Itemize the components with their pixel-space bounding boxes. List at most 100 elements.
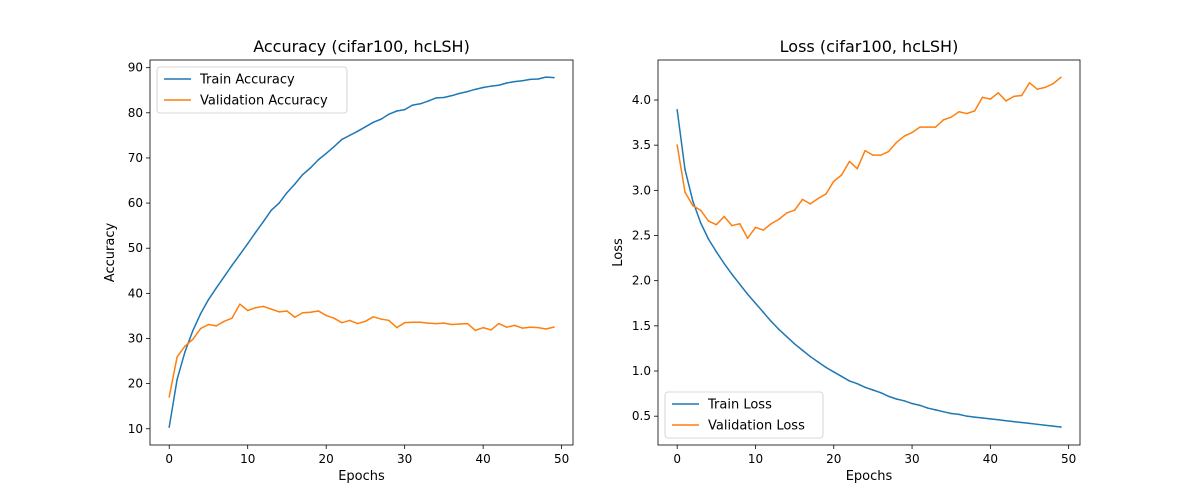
data-point	[254, 231, 257, 234]
data-point	[1060, 76, 1062, 79]
data-point	[246, 242, 249, 245]
legend-box	[664, 391, 824, 439]
data-point	[911, 402, 913, 405]
legend: Train Accuracy Validation Accuracy	[156, 66, 348, 114]
data-point	[482, 326, 484, 329]
data-point	[966, 415, 968, 417]
data-point	[239, 253, 241, 256]
data-point	[553, 76, 555, 79]
data-point	[403, 108, 406, 111]
data-point	[396, 326, 398, 329]
data-point	[246, 309, 249, 312]
y-axis-label: Accuracy	[103, 223, 118, 283]
y-tick-label: 80	[128, 106, 143, 120]
data-point	[848, 160, 851, 163]
x-tick-label: 10	[748, 452, 763, 466]
data-point	[1060, 426, 1062, 428]
data-point	[309, 167, 312, 169]
data-point	[989, 98, 992, 100]
data-point	[372, 316, 375, 318]
data-point	[451, 94, 453, 97]
data-point	[958, 111, 960, 113]
y-tick-label: 90	[128, 61, 143, 75]
data-point	[684, 191, 686, 193]
x-tick-label: 50	[554, 452, 569, 466]
data-point	[793, 343, 796, 345]
data-point	[278, 311, 280, 313]
data-point	[872, 154, 874, 156]
data-point	[981, 417, 984, 419]
data-point	[309, 311, 312, 314]
y-tick-label: 40	[128, 286, 143, 300]
data-point	[231, 264, 233, 267]
data-point	[388, 113, 390, 115]
data-point	[458, 323, 461, 325]
data-point	[278, 202, 280, 204]
data-point	[474, 329, 477, 332]
data-point	[364, 320, 367, 323]
data-point	[403, 321, 406, 324]
series-points-1	[168, 303, 555, 398]
data-point	[388, 319, 390, 322]
data-point	[887, 150, 890, 153]
data-point	[553, 326, 555, 328]
data-point	[919, 404, 921, 407]
data-point	[380, 118, 382, 120]
data-point	[333, 317, 335, 319]
data-point	[356, 130, 359, 133]
data-point	[1044, 86, 1046, 89]
data-point	[1020, 94, 1023, 97]
series-line-1	[676, 76, 1062, 239]
data-point	[856, 382, 859, 385]
data-point	[466, 90, 469, 93]
data-point	[333, 145, 335, 148]
data-point	[926, 126, 929, 128]
data-point	[934, 409, 937, 411]
data-point	[942, 410, 945, 413]
data-point	[294, 316, 296, 319]
data-point	[396, 110, 398, 112]
data-point	[286, 191, 288, 194]
data-point	[325, 152, 327, 155]
data-point	[1028, 82, 1031, 84]
data-point	[435, 322, 437, 325]
data-point	[817, 197, 819, 200]
data-point	[239, 303, 241, 305]
data-point	[184, 351, 186, 353]
data-point	[231, 317, 233, 319]
y-axis-label: Loss	[611, 238, 626, 267]
x-tick-label: 40	[983, 452, 998, 466]
loss-chart: 0 10 20 30 40 50 0.5 1.0 1.5 2.0 2.5 3.0 3.5 4.0 Loss …	[611, 37, 1081, 484]
data-point	[537, 326, 539, 329]
data-point	[715, 251, 718, 253]
data-point	[270, 209, 272, 212]
data-point	[950, 412, 952, 415]
data-point	[950, 116, 952, 118]
data-point	[684, 168, 686, 171]
data-point	[325, 314, 327, 317]
data-point	[466, 322, 469, 325]
data-point	[676, 109, 678, 111]
data-point	[513, 80, 516, 83]
series-points-1	[676, 76, 1062, 239]
data-point	[372, 121, 375, 124]
legend-label-0: Train Accuracy	[199, 73, 295, 88]
legend-label-1: Validation Accuracy	[200, 94, 328, 109]
series-line-0	[168, 76, 555, 428]
data-point	[903, 400, 905, 402]
data-point	[739, 223, 741, 225]
data-point	[207, 323, 210, 326]
data-point	[490, 329, 492, 331]
data-point	[168, 426, 170, 428]
data-point	[529, 326, 531, 328]
data-point	[746, 237, 749, 239]
y-tick-label: 2.0	[632, 274, 651, 288]
data-point	[958, 413, 960, 416]
data-point	[192, 330, 194, 332]
data-point	[505, 82, 508, 84]
chart-title: Accuracy (cifar100, hcLSH)	[253, 37, 470, 56]
data-point	[809, 203, 812, 205]
data-point	[262, 220, 265, 223]
data-point	[723, 262, 725, 265]
data-point	[223, 275, 225, 278]
